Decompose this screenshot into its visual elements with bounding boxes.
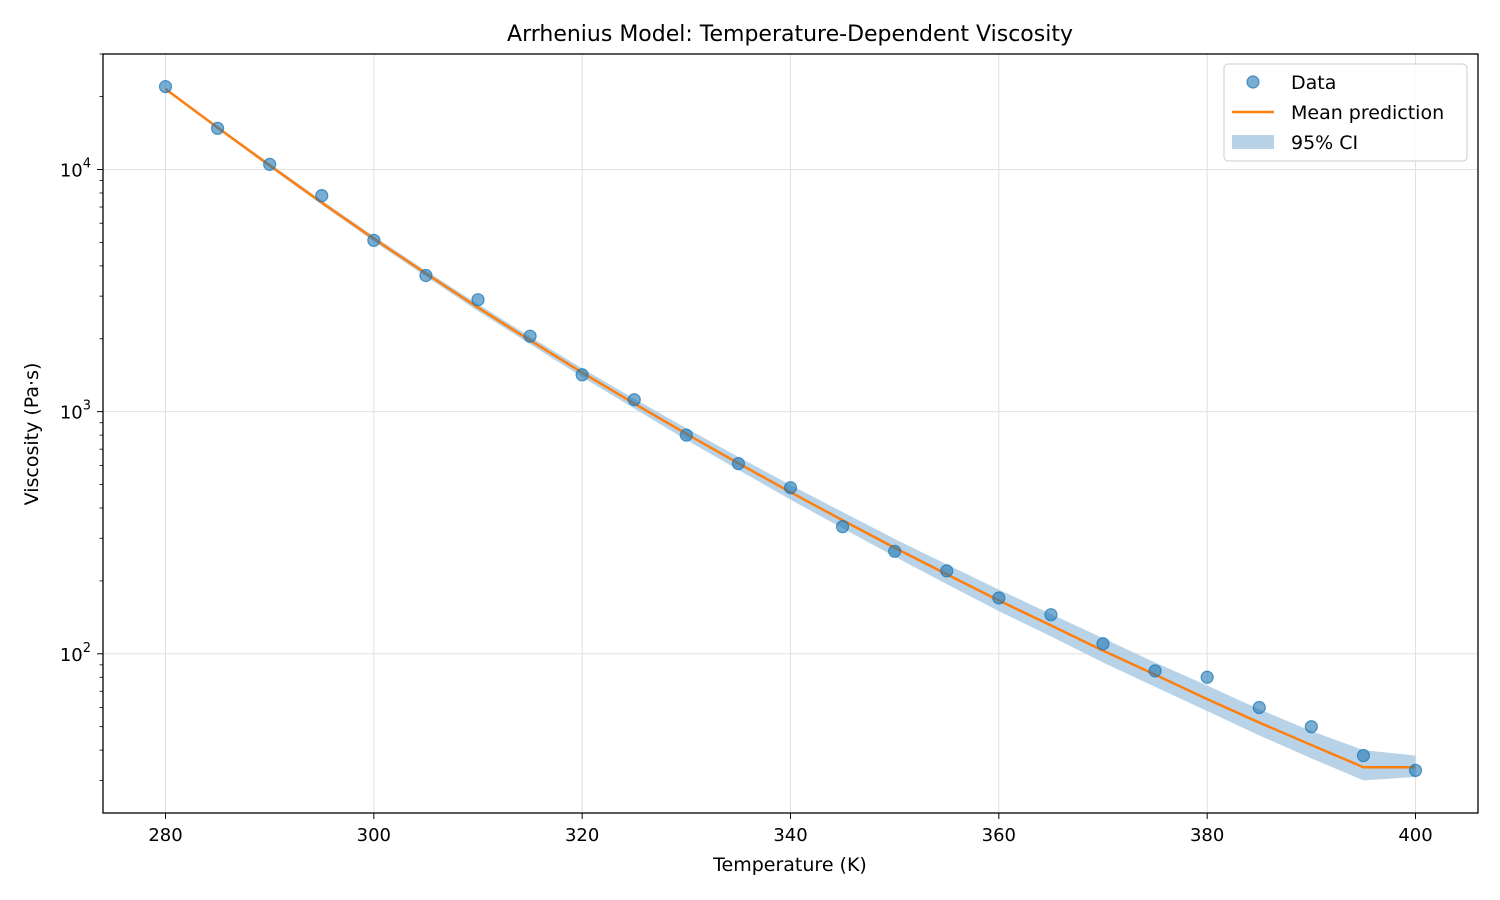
legend: Data Mean prediction 95% CI [1223, 63, 1468, 162]
legend-label-ci: 95% CI [1291, 132, 1358, 154]
x-tick-label: 360 [982, 825, 1016, 846]
data-point [731, 457, 746, 471]
grid-lines [103, 54, 1478, 813]
legend-marker-data [1246, 75, 1260, 89]
data-point [940, 564, 954, 578]
data-point [627, 393, 641, 407]
data-point [367, 233, 381, 247]
y-tick-label: 103 [60, 399, 91, 424]
data-point [992, 591, 1006, 605]
legend-label-data: Data [1291, 72, 1336, 94]
data-point [679, 428, 693, 442]
legend-marker-ci [1232, 135, 1274, 149]
data-point [315, 189, 329, 203]
data-point [1304, 720, 1318, 734]
data-point [835, 520, 850, 534]
y-axis-ticks: 102 103 104 [60, 53, 103, 781]
data-point [1408, 763, 1423, 777]
data-point [1044, 608, 1058, 622]
data-point [210, 121, 225, 135]
chart-title: Arrhenius Model: Temperature-Dependent V… [507, 22, 1073, 47]
legend-box [1223, 63, 1468, 162]
data-point [575, 368, 589, 382]
data-point [263, 157, 277, 171]
x-tick-label: 380 [1190, 825, 1224, 846]
data-point [888, 544, 902, 558]
x-axis-label: Temperature (K) [712, 854, 867, 876]
data-point [158, 80, 173, 94]
data-point [1096, 637, 1110, 651]
data-point [419, 268, 433, 283]
legend-label-mean: Mean prediction [1291, 102, 1444, 124]
y-tick-label: 102 [60, 641, 91, 666]
data-point [1200, 670, 1214, 684]
data-point [783, 481, 798, 495]
x-tick-label: 320 [565, 825, 599, 846]
x-tick-label: 280 [148, 825, 182, 846]
data-points-layer [158, 80, 1423, 777]
x-tick-label: 340 [773, 825, 807, 846]
data-point [471, 293, 485, 307]
data-point [1356, 748, 1371, 763]
data-point [1252, 700, 1266, 715]
data-point [1148, 664, 1162, 678]
y-tick-label: 104 [60, 157, 91, 182]
x-axis-ticks: 280 300 320 340 360 380 400 [148, 813, 1433, 846]
x-tick-label: 300 [357, 825, 391, 846]
y-axis-label: Viscosity (Pa·s) [21, 363, 43, 506]
x-tick-label: 400 [1398, 825, 1432, 846]
data-point [523, 329, 537, 343]
